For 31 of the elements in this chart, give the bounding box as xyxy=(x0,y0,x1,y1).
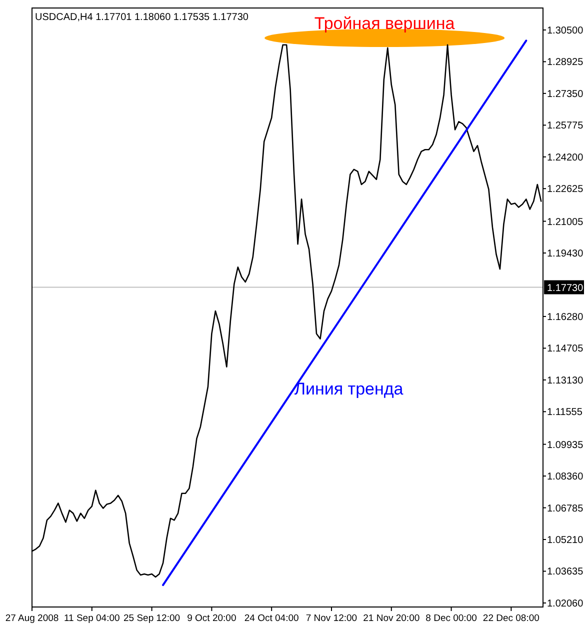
x-tick-label: 9 Oct 20:00 xyxy=(187,613,236,624)
y-tick-label: 1.08360 xyxy=(547,472,584,483)
y-tick-label: 1.11555 xyxy=(547,407,583,418)
y-tick-label: 1.02060 xyxy=(547,598,584,610)
y-tick-label: 1.27350 xyxy=(547,88,584,100)
x-tick-label: 22 Dec 08:00 xyxy=(482,613,540,624)
x-tick-label: 24 Oct 04:00 xyxy=(244,613,299,624)
x-tick-label: 7 Nov 12:00 xyxy=(306,613,358,624)
x-tick-label: 27 Aug 2008 xyxy=(5,613,59,624)
y-tick-label: 1.22625 xyxy=(547,184,584,196)
y-tick-label: 1.05210 xyxy=(547,535,584,546)
x-tick-label: 11 Sep 04:00 xyxy=(64,613,120,624)
y-tick-label: 1.19430 xyxy=(547,248,584,260)
annotation: Тройная вершина xyxy=(314,14,456,33)
y-tick-label: 1.13130 xyxy=(547,375,584,386)
x-tick-label: 25 Sep 12:00 xyxy=(124,613,180,624)
x-tick-label: 21 Nov 20:00 xyxy=(363,613,420,624)
chart-title: USDCAD,H4 1.17701 1.18060 1.17535 1.17730 xyxy=(35,12,249,23)
y-tick-label: 1.24200 xyxy=(547,152,584,164)
annotation: Линия тренда xyxy=(294,379,404,398)
y-tick-label: 1.25775 xyxy=(547,120,584,132)
y-tick-label: 1.06785 xyxy=(547,503,584,514)
y-tick-label: 1.14705 xyxy=(547,344,584,355)
y-tick-label: 1.03635 xyxy=(547,566,584,578)
y-tick-label: 1.16280 xyxy=(547,312,584,323)
y-tick-label: 1.21005 xyxy=(547,216,584,228)
y-tick-label: 1.28925 xyxy=(547,57,584,68)
y-tick-label: 1.09935 xyxy=(547,440,584,451)
y-tick-label: 1.30500 xyxy=(547,25,584,36)
x-tick-label: 8 Dec 00:00 xyxy=(426,613,477,624)
ref-line-label: 1.17730 xyxy=(547,282,584,294)
